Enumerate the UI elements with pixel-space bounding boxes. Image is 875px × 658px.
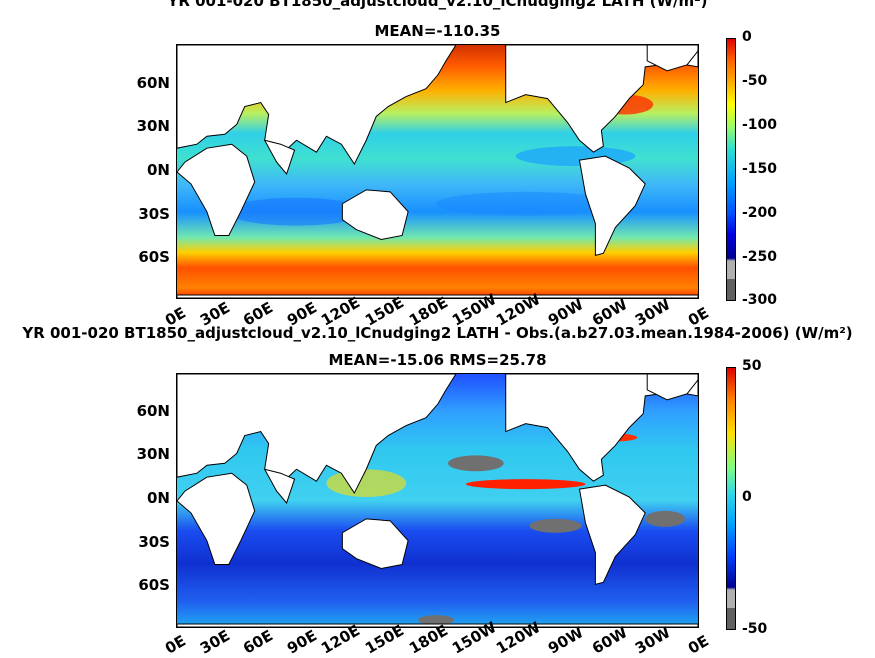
land-south-america <box>578 484 646 585</box>
land-africa <box>177 472 256 565</box>
panel2-blob <box>326 469 407 498</box>
panel2-blob <box>465 479 586 490</box>
colorbar-tick: 50 <box>742 358 762 374</box>
colorbar-tick: -50 <box>742 621 768 637</box>
lon-label: 60W <box>588 623 631 658</box>
panel1-title-line2: MEAN=-110.35 <box>374 22 501 40</box>
panel1-map <box>176 44 699 299</box>
lon-label: 0E <box>162 631 189 658</box>
land-south-america <box>578 155 646 256</box>
land-greenland <box>646 374 698 401</box>
lat-label: 60N <box>136 402 170 420</box>
lat-label: 60S <box>138 576 170 594</box>
lat-label: 0N <box>147 489 170 507</box>
lon-label: 90W <box>545 623 587 658</box>
panel2-blob <box>418 615 454 626</box>
lat-label: 60N <box>136 74 170 92</box>
land-antarctica <box>177 294 698 298</box>
lon-label: 30E <box>196 626 233 658</box>
panel2-blob <box>447 455 504 472</box>
land-greenland <box>646 45 698 72</box>
lon-label: 30W <box>632 623 674 658</box>
panel1-blob <box>436 191 616 216</box>
lat-label: 30S <box>138 205 170 223</box>
panel1-heatmap <box>177 45 698 298</box>
land-antarctica <box>177 623 698 627</box>
land-india <box>263 139 296 175</box>
lon-label: 90E <box>283 626 320 658</box>
lat-label: 30N <box>136 117 170 135</box>
panel1-title-line1: YR 001-020 BT1850_adjustcloud_v2.10_lCnu… <box>167 0 708 10</box>
land-india <box>263 468 296 504</box>
panel1-land <box>177 45 698 298</box>
panel2-blob <box>645 510 686 527</box>
land-eurasia-west <box>177 374 457 495</box>
colorbar-tick: -250 <box>742 249 778 265</box>
panel1-colorbar <box>726 38 736 301</box>
colorbar-tick: -200 <box>742 205 778 221</box>
land-africa <box>177 143 256 236</box>
panel2-blob <box>529 518 582 533</box>
colorbar-tick: 0 <box>742 29 752 45</box>
colorbar-tick: -300 <box>742 292 778 308</box>
panel2-heatmap <box>177 374 698 627</box>
colorbar-tick: -150 <box>742 161 778 177</box>
panel1-blob <box>226 197 367 226</box>
lat-label: 30N <box>136 445 170 463</box>
lat-label: 0N <box>147 161 170 179</box>
lon-label: 0E <box>685 631 712 658</box>
colorbar-tick: -100 <box>742 117 778 133</box>
land-australia <box>341 189 409 240</box>
lat-label: 30S <box>138 533 170 551</box>
land-eurasia-west <box>177 45 457 166</box>
panel2-colorbar <box>726 367 736 630</box>
lon-label: 60E <box>240 626 277 658</box>
panel2-map <box>176 373 699 628</box>
land-australia <box>341 518 409 569</box>
panel2-title-line1: YR 001-020 BT1850_adjustcloud_v2.10_lCnu… <box>22 324 853 342</box>
panel2-land <box>177 374 698 627</box>
panel2-title-line2: MEAN=-15.06 RMS=25.78 <box>328 351 547 369</box>
lat-label: 60S <box>138 248 170 266</box>
colorbar-tick: -50 <box>742 73 768 89</box>
colorbar-tick: 0 <box>742 489 752 505</box>
